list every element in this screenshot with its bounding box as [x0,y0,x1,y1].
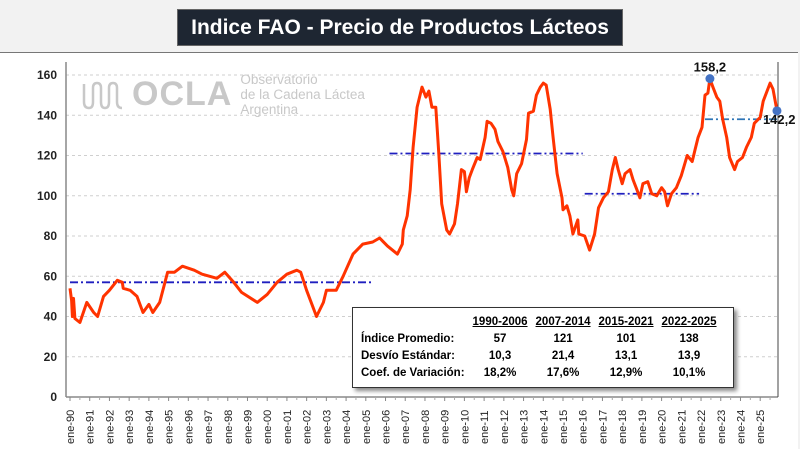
annotation-label: 142,2 [763,112,796,127]
x-tick-label: ene-04 [341,410,353,444]
cell: 138 [679,332,699,345]
y-tick-label: 120 [37,149,57,163]
x-tick-label: ene-19 [637,410,649,444]
x-tick-label: ene-90 [65,410,77,444]
series-line [68,77,779,324]
y-tick-label: 100 [37,189,57,203]
x-tick-label: ene-00 [262,410,274,444]
stats-header: 2022-2025 [661,315,717,328]
x-tick-label: ene-95 [164,410,176,444]
stats-row-cv: Coef. de Variación: 18,2% 17,6% 12,9% 10,1% [361,364,721,381]
x-tick-label: ene-22 [696,410,708,444]
x-tick-label: ene-18 [617,410,629,444]
logo-line-2: de la Cadena Láctea [240,87,365,102]
x-tick-label: ene-16 [578,410,590,444]
x-tick-label: ene-23 [716,410,728,444]
x-tick-label: ene-96 [183,410,195,444]
x-tick-label: ene-25 [755,410,767,444]
stats-header: 2015-2021 [598,315,654,328]
x-tick-label: ene-21 [676,410,688,444]
x-tick-label: ene-10 [459,410,471,444]
y-tick-label: 160 [37,68,57,82]
y-tick-label: 40 [44,310,58,324]
x-tick-label: ene-07 [400,410,412,444]
cell: 13,1 [614,349,638,362]
cell: 10,3 [488,349,512,362]
x-tick-label: ene-15 [558,410,570,444]
ocla-wave-icon [82,81,123,109]
x-tick-label: ene-12 [499,410,511,444]
annotation-label: 158,2 [694,60,727,75]
x-tick-label: ene-99 [242,410,254,444]
chart-title: Indice FAO - Precio de Productos Lácteos [177,9,623,46]
ocla-logo: OCLA Observatorio de la Cadena Láctea Ar… [82,72,365,117]
row-label: Índice Promedio: [361,332,455,345]
annotation-marker [772,106,782,116]
stats-header: 2007-2014 [535,315,591,328]
x-tick-label: ene-24 [735,410,747,444]
cell: 57 [493,332,507,345]
y-tick-label: 140 [37,108,57,122]
x-tick-label: ene-98 [223,410,235,444]
x-tick-label: ene-09 [440,410,452,444]
x-tick-label: ene-01 [282,410,294,444]
x-tick-label: ene-02 [302,410,314,444]
cell: 18,2% [483,366,517,379]
stats-header: 1990-2006 [472,315,528,328]
x-tick-label: ene-08 [420,410,432,444]
logo-line-1: Observatorio [240,72,318,87]
x-tick-label: ene-91 [85,410,97,444]
x-tick-label: ene-93 [124,410,136,444]
annotation-marker [705,74,715,84]
x-tick-label: ene-05 [361,410,373,444]
y-tick-label: 20 [44,350,58,364]
logo-name: OCLA [132,75,233,113]
logo-line-3: Argentina [240,102,299,117]
x-tick-label: ene-03 [321,410,333,444]
stats-table: 1990-2006 2007-2014 2015-2021 2022-2025 … [352,307,734,388]
x-tick-label: ene-94 [144,410,156,444]
x-tick-label: ene-17 [597,410,609,444]
stats-row-mean: Índice Promedio: 57 121 101 138 [361,330,721,347]
x-tick-label: ene-20 [657,410,669,444]
x-tick-label: ene-13 [519,410,531,444]
cell: 10,1% [672,366,706,379]
row-label: Desvío Estándar: [361,349,455,362]
y-tick-label: 0 [50,390,57,404]
x-tick-label: ene-14 [538,410,550,444]
cell: 121 [553,332,573,345]
cell: 13,9 [677,349,701,362]
cell: 12,9% [609,366,643,379]
y-tick-label: 60 [44,269,58,283]
x-tick-label: ene-92 [104,410,116,444]
stats-row-std: Desvío Estándar: 10,3 21,4 13,1 13,9 [361,347,721,364]
row-label: Coef. de Variación: [361,366,465,379]
x-tick-label: ene-06 [381,410,393,444]
cell: 101 [616,332,636,345]
cell: 17,6% [546,366,580,379]
cell: 21,4 [551,349,575,362]
x-tick-label: ene-97 [203,410,215,444]
y-tick-label: 80 [44,229,58,243]
x-tick-label: ene-11 [479,411,491,444]
